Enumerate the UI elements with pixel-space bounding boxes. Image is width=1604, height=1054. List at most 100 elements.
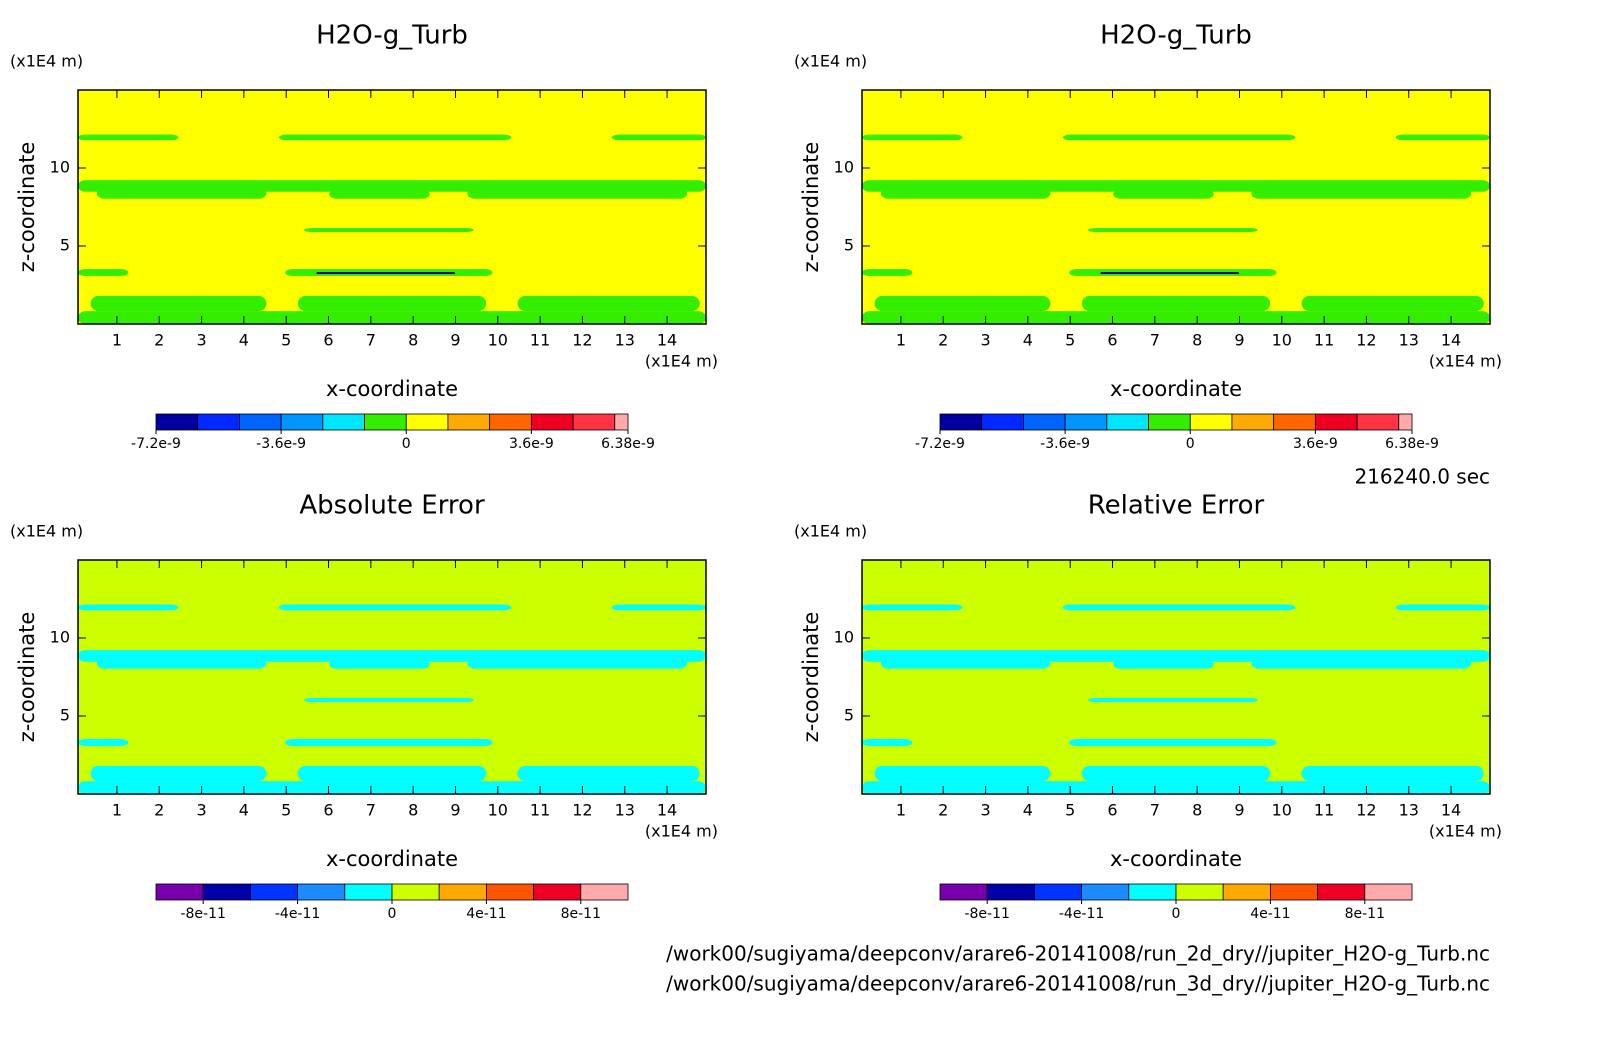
x-tick-label: 11 — [530, 801, 550, 820]
x-tick-label: 3 — [980, 801, 990, 820]
field-band — [329, 659, 430, 669]
x-tick-label: 11 — [530, 331, 550, 350]
y-unit: (x1E4 m) — [794, 522, 867, 541]
field-band — [874, 765, 1051, 782]
x-tick-label: 6 — [1107, 801, 1117, 820]
field-core — [316, 272, 455, 275]
x-tick-label: 8 — [408, 801, 418, 820]
field-band — [78, 311, 706, 324]
x-tick-label: 12 — [1356, 801, 1376, 820]
x-tick-label: 12 — [572, 801, 592, 820]
field-band — [1395, 604, 1490, 611]
x-unit: (x1E4 m) — [645, 352, 718, 371]
field-band — [1062, 604, 1296, 611]
colorbar-tick-label: 0 — [1172, 906, 1181, 922]
x-tick-label: 10 — [488, 331, 508, 350]
field-band — [467, 658, 688, 669]
colorbar-tick-label: 6.38e-9 — [1385, 436, 1439, 452]
colorbar-segment — [1314, 413, 1358, 431]
field-band — [611, 134, 706, 141]
colorbar-tick-label: 0 — [1186, 436, 1195, 452]
x-tick-label: 13 — [1399, 331, 1419, 350]
x-tick-label: 14 — [657, 801, 677, 820]
field-band — [304, 698, 474, 703]
x-tick-label: 7 — [366, 331, 376, 350]
colorbar-tick-label: 6.38e-9 — [601, 436, 655, 452]
x-tick-label: 11 — [1314, 331, 1334, 350]
colorbar-segment — [1270, 883, 1319, 901]
y-axis-label: z-coordinate — [799, 612, 823, 743]
x-tick-label: 3 — [980, 331, 990, 350]
field-band — [297, 765, 487, 782]
field-band — [78, 134, 179, 141]
field-band — [278, 134, 512, 141]
field-band — [862, 604, 963, 611]
x-tick-label: 10 — [1272, 331, 1292, 350]
x-tick-label: 2 — [938, 801, 948, 820]
x-tick-label: 9 — [450, 801, 460, 820]
colorbar-tick-label: 8e-11 — [1345, 906, 1385, 922]
y-axis-label: z-coordinate — [15, 612, 39, 743]
field-band — [862, 311, 1490, 324]
colorbar-tick-label: 4e-11 — [1250, 906, 1290, 922]
chart-title: Relative Error — [1088, 491, 1265, 521]
field-band — [278, 604, 512, 611]
y-tick-label: 5 — [844, 236, 854, 255]
x-unit: (x1E4 m) — [1429, 822, 1502, 841]
colorbar-segment — [485, 883, 534, 901]
field-band — [78, 269, 129, 277]
field-band — [611, 604, 706, 611]
field-band — [96, 658, 267, 669]
colorbar-segment — [533, 883, 582, 901]
colorbar-tick-label: -4e-11 — [1059, 906, 1104, 922]
colorbar-segment — [438, 883, 487, 901]
chart-title: Absolute Error — [299, 491, 485, 521]
colorbar-segment — [447, 413, 491, 431]
x-axis-label: x-coordinate — [1110, 377, 1242, 401]
colorbar-segment — [530, 413, 574, 431]
colorbar-segment — [1175, 883, 1224, 901]
field-band — [1081, 295, 1271, 312]
x-tick-label: 8 — [1192, 801, 1202, 820]
x-tick-label: 4 — [239, 331, 249, 350]
field-band — [90, 765, 267, 782]
colorbar-segment — [981, 413, 1024, 431]
x-tick-label: 9 — [1234, 331, 1244, 350]
field-background — [862, 90, 1490, 324]
x-tick-label: 1 — [896, 801, 906, 820]
colorbar-segment — [1034, 883, 1083, 901]
field-band — [862, 739, 913, 747]
y-tick-label: 10 — [50, 158, 70, 177]
y-axis-label: z-coordinate — [15, 142, 39, 273]
field-band — [297, 295, 487, 312]
field-band — [78, 739, 129, 747]
x-axis-label: x-coordinate — [326, 377, 458, 401]
plot-frame — [77, 559, 707, 795]
colorbar-segment — [489, 413, 532, 431]
x-unit: (x1E4 m) — [645, 822, 718, 841]
field-band — [78, 781, 706, 794]
field-band — [1088, 228, 1258, 233]
colorbar-segment — [1128, 883, 1177, 901]
x-tick-label: 4 — [1023, 801, 1033, 820]
colorbar-segment — [572, 413, 616, 431]
field-band — [304, 228, 474, 233]
x-tick-label: 6 — [323, 331, 333, 350]
x-tick-label: 3 — [196, 801, 206, 820]
x-tick-label: 6 — [1107, 331, 1117, 350]
x-tick-label: 1 — [112, 331, 122, 350]
x-tick-label: 1 — [112, 801, 122, 820]
x-tick-label: 7 — [1150, 331, 1160, 350]
colorbar-segment — [239, 413, 282, 431]
field-band — [1113, 659, 1214, 669]
colorbar-segment — [1231, 413, 1275, 431]
field-band — [1062, 134, 1296, 141]
field-band — [1069, 739, 1277, 747]
x-unit: (x1E4 m) — [1429, 352, 1502, 371]
x-tick-label: 3 — [196, 331, 206, 350]
field-band — [517, 295, 700, 312]
colorbar-tick-label: -7.2e-9 — [131, 436, 181, 452]
x-tick-label: 13 — [1399, 801, 1419, 820]
x-tick-label: 14 — [1441, 801, 1461, 820]
field-band — [1088, 698, 1258, 703]
